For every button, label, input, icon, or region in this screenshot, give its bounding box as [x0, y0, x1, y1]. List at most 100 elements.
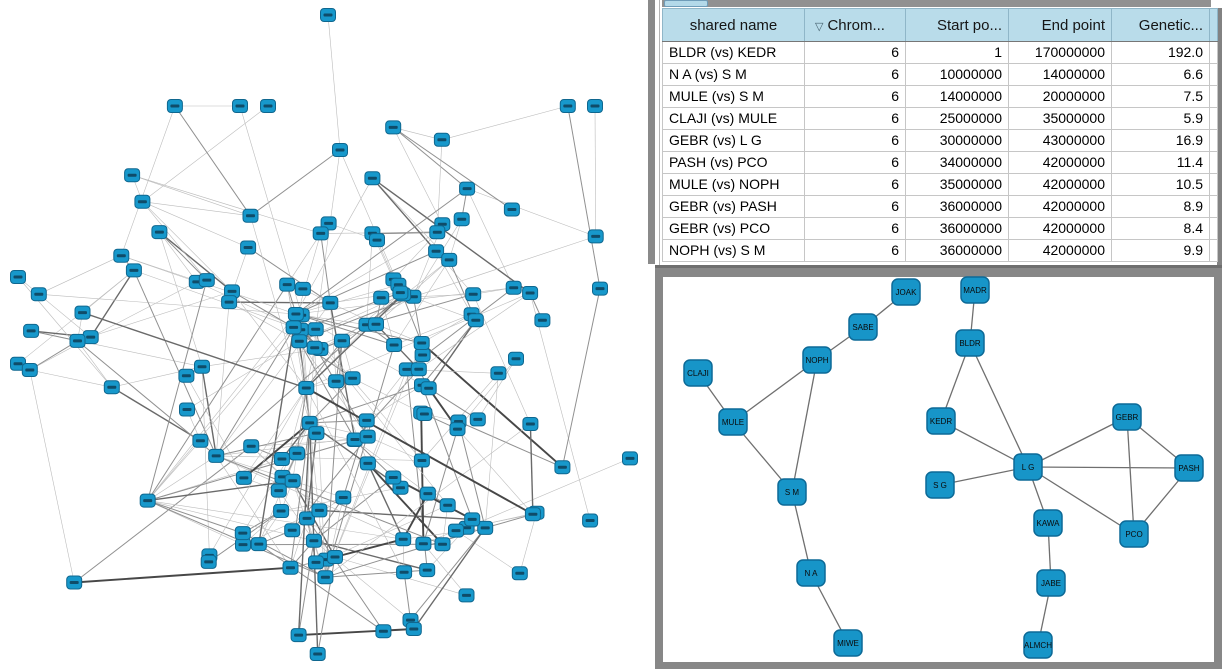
node-N-A[interactable]: N A — [796, 559, 826, 587]
table-cell[interactable]: 6 — [804, 239, 906, 262]
node[interactable] — [622, 451, 638, 466]
node[interactable] — [260, 99, 276, 113]
node[interactable] — [508, 351, 524, 366]
table-cell[interactable]: 8.4 — [1111, 217, 1210, 240]
node[interactable] — [250, 537, 267, 552]
node[interactable] — [477, 520, 494, 535]
node[interactable] — [433, 132, 450, 147]
node[interactable] — [273, 504, 290, 518]
table-cell[interactable]: 11.4 — [1111, 151, 1210, 174]
node[interactable] — [453, 212, 470, 227]
node[interactable] — [270, 483, 287, 498]
node[interactable] — [307, 322, 324, 337]
node[interactable] — [134, 194, 151, 209]
table-row[interactable]: PASH (vs) PCO 6 34000000 42000000 11.4 — [662, 151, 1218, 174]
node[interactable] — [287, 307, 304, 321]
table-cell[interactable]: 42000000 — [1008, 195, 1112, 218]
node[interactable] — [434, 537, 451, 552]
node[interactable] — [429, 225, 446, 240]
table-cell[interactable]: MULE (vs) S M — [662, 85, 805, 108]
node[interactable] — [74, 305, 91, 320]
node[interactable] — [368, 317, 384, 332]
node[interactable] — [396, 565, 413, 580]
table-cell[interactable]: 36000000 — [905, 195, 1009, 218]
node-ALMCH[interactable]: ALMCH — [1023, 631, 1053, 659]
node[interactable] — [419, 563, 436, 578]
node-S-M[interactable]: S M — [777, 478, 807, 506]
table-hscrollbar[interactable] — [662, 0, 1211, 7]
node[interactable] — [285, 320, 302, 335]
node[interactable] — [415, 536, 432, 551]
table-cell[interactable]: 16.9 — [1111, 129, 1210, 152]
table-cell[interactable]: 8.9 — [1111, 195, 1210, 218]
node-KEDR[interactable]: KEDR — [926, 407, 956, 435]
table-cell[interactable]: 35000000 — [905, 173, 1009, 196]
table-cell[interactable]: 36000000 — [905, 217, 1009, 240]
table-cell[interactable]: 34000000 — [905, 151, 1009, 174]
table-row[interactable]: NOPH (vs) S M 6 36000000 42000000 9.9 — [662, 239, 1218, 262]
table-cell[interactable]: 14000000 — [905, 85, 1009, 108]
edge-BLDR--L-G[interactable] — [969, 342, 1029, 468]
node[interactable] — [334, 333, 350, 348]
node[interactable] — [465, 287, 482, 302]
node[interactable] — [179, 402, 195, 417]
node[interactable] — [511, 566, 528, 581]
column-header-spacer[interactable] — [1209, 8, 1218, 42]
table-cell[interactable]: 6 — [804, 85, 906, 108]
table-cell[interactable]: 25000000 — [905, 107, 1009, 130]
column-header-end-point[interactable]: End point — [1008, 8, 1112, 42]
node[interactable] — [308, 426, 325, 441]
node[interactable] — [282, 560, 299, 575]
node[interactable] — [467, 313, 484, 328]
node[interactable] — [308, 555, 324, 570]
node[interactable] — [82, 330, 99, 345]
node[interactable] — [419, 486, 436, 501]
table-cell[interactable] — [1209, 63, 1218, 86]
table-cell[interactable]: 42000000 — [1008, 239, 1112, 262]
node[interactable] — [410, 362, 427, 377]
node[interactable] — [490, 366, 507, 381]
filter-icon[interactable]: ▽ — [815, 20, 824, 33]
node[interactable] — [274, 469, 291, 484]
node[interactable] — [414, 348, 431, 362]
column-header-start-po[interactable]: Start po... — [905, 8, 1009, 42]
node[interactable] — [289, 446, 305, 461]
node[interactable] — [405, 622, 422, 636]
node-JOAK[interactable]: JOAK — [891, 278, 921, 306]
table-cell[interactable]: 42000000 — [1008, 173, 1112, 196]
node[interactable] — [224, 284, 240, 299]
node[interactable] — [273, 452, 290, 466]
table-cell[interactable]: 35000000 — [1008, 107, 1112, 130]
node[interactable] — [66, 575, 83, 590]
table-cell[interactable]: 14000000 — [1008, 63, 1112, 86]
node[interactable] — [208, 448, 225, 463]
table-row[interactable]: MULE (vs) NOPH 6 35000000 42000000 10.5 — [662, 173, 1218, 196]
node[interactable] — [284, 523, 301, 538]
node[interactable] — [469, 412, 486, 427]
node-NOPH[interactable]: NOPH — [802, 346, 832, 374]
node[interactable] — [322, 295, 339, 310]
node[interactable] — [503, 202, 520, 217]
node[interactable] — [21, 363, 38, 377]
table-cell[interactable]: MULE (vs) NOPH — [662, 173, 805, 196]
edge-GEBR--PCO[interactable] — [1126, 416, 1135, 535]
node[interactable] — [327, 550, 343, 564]
node[interactable] — [317, 570, 334, 585]
node[interactable] — [312, 226, 329, 241]
main-network-canvas[interactable] — [0, 0, 648, 669]
node[interactable] — [243, 439, 260, 454]
table-cell[interactable]: BLDR (vs) KEDR — [662, 41, 805, 64]
node[interactable] — [103, 380, 120, 395]
node-PCO[interactable]: PCO — [1119, 520, 1149, 548]
table-cell[interactable]: 9.9 — [1111, 239, 1210, 262]
table-cell[interactable] — [1209, 129, 1218, 152]
table-cell[interactable]: GEBR (vs) PASH — [662, 195, 805, 218]
node[interactable] — [151, 225, 168, 240]
node[interactable] — [23, 323, 40, 338]
node[interactable] — [359, 429, 376, 444]
node[interactable] — [522, 417, 539, 431]
node[interactable] — [30, 287, 47, 302]
table-cell[interactable]: 42000000 — [1008, 151, 1112, 174]
table-cell[interactable]: CLAJI (vs) MULE — [662, 107, 805, 130]
node[interactable] — [385, 120, 402, 135]
